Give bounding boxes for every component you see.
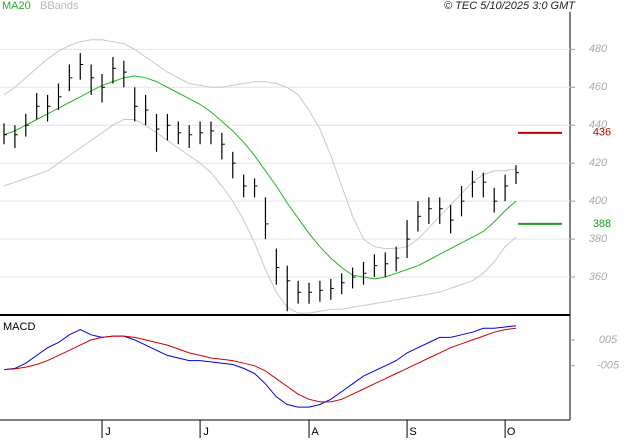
- legend-ma20: MA20: [2, 0, 31, 12]
- ma-line: [3, 75, 517, 280]
- y-tick-label: 400: [589, 195, 608, 207]
- y-tick-label: 360: [589, 271, 608, 283]
- bband-lower: [3, 119, 517, 314]
- x-tick-label: S: [409, 426, 416, 438]
- y-tick-label: 480: [589, 43, 608, 55]
- y-tick-label: 380: [589, 233, 608, 245]
- source: © TEC 5/10/2025 3:0 GMT: [444, 0, 576, 12]
- macd-title: MACD: [3, 321, 35, 333]
- legend-bbands: BBands: [40, 0, 79, 12]
- x-tick-label: J: [105, 426, 111, 438]
- y-tick-label: 440: [589, 119, 608, 131]
- macd-line: [3, 325, 517, 408]
- signal-line: [3, 327, 517, 403]
- x-tick-label: O: [507, 426, 516, 438]
- x-tick-label: A: [311, 426, 319, 438]
- y-tick-label: 460: [589, 81, 608, 93]
- macd-y-tick-label: -005: [597, 360, 620, 372]
- macd-y-tick-label: 005: [599, 334, 618, 346]
- y-tick-label: 420: [589, 157, 608, 169]
- level-label: 388: [593, 218, 611, 230]
- bband-upper: [3, 39, 517, 250]
- x-tick-label: J: [203, 426, 209, 438]
- level-label: 436: [593, 127, 611, 139]
